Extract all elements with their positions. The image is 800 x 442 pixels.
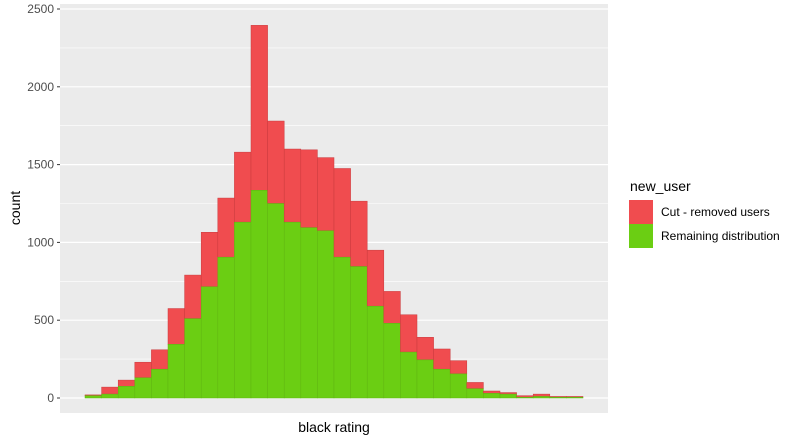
bar-cut <box>317 157 335 231</box>
legend-key-cut <box>629 200 653 224</box>
bar-cut <box>416 337 434 361</box>
bar-remaining <box>416 359 434 399</box>
y-tick-label: 1500 <box>27 158 54 172</box>
bar-remaining <box>267 203 285 399</box>
y-tick-label: 0 <box>47 391 54 405</box>
legend-label-cut: Cut - removed users <box>661 205 770 219</box>
bar-remaining <box>300 227 318 399</box>
y-axis-title: count <box>7 191 23 225</box>
bar-remaining <box>101 393 119 399</box>
bars <box>84 25 584 399</box>
bar-cut <box>483 390 501 394</box>
bar-remaining <box>134 377 152 399</box>
bar-remaining <box>532 396 551 399</box>
bar-remaining <box>151 368 169 399</box>
bar-remaining <box>516 396 534 399</box>
bar-remaining <box>400 351 418 399</box>
y-axis: 0 500 1000 1500 2000 2500 <box>27 2 60 405</box>
legend-label-remaining: Remaining distribution <box>661 229 780 243</box>
bar-cut <box>283 148 302 223</box>
bar-remaining <box>549 396 567 399</box>
bar-remaining <box>466 388 484 399</box>
bar-cut <box>117 379 136 387</box>
bar-cut <box>234 151 252 223</box>
bar-cut <box>449 360 468 375</box>
y-tick-label: 2500 <box>27 2 54 16</box>
bar-cut <box>200 232 219 287</box>
bar-remaining <box>184 318 202 399</box>
bar-cut <box>134 361 152 379</box>
legend-key-remaining <box>629 224 653 248</box>
bar-remaining <box>84 395 102 399</box>
bar-cut <box>184 274 202 319</box>
bar-cut <box>167 308 185 345</box>
bar-remaining <box>317 230 335 399</box>
bar-remaining <box>566 396 584 399</box>
bar-cut <box>217 197 235 258</box>
bar-cut <box>300 149 318 228</box>
bar-remaining <box>483 393 501 399</box>
bar-remaining <box>217 256 235 399</box>
bar-remaining <box>234 221 252 399</box>
bar-remaining <box>333 256 351 399</box>
bar-cut <box>366 249 385 307</box>
bar-cut <box>151 349 169 370</box>
y-tick-label: 1000 <box>27 235 54 249</box>
bar-cut <box>350 200 368 267</box>
bar-cut <box>267 120 285 204</box>
bar-remaining <box>499 393 517 399</box>
bar-remaining <box>250 190 268 399</box>
bar-remaining <box>167 344 185 399</box>
bar-remaining <box>200 286 219 399</box>
y-tick-label: 2000 <box>27 80 54 94</box>
legend-title: new_user <box>630 178 691 194</box>
bar-remaining <box>433 368 451 399</box>
legend: new_user Cut - removed users Remaining d… <box>629 178 780 248</box>
bar-remaining <box>383 323 401 399</box>
x-axis-title: black rating <box>298 419 370 435</box>
bar-remaining <box>350 266 368 399</box>
bar-cut <box>466 382 484 389</box>
bar-cut <box>383 291 401 324</box>
bar-cut <box>532 393 551 397</box>
bar-cut <box>333 168 351 258</box>
y-tick-label: 500 <box>34 313 54 327</box>
bar-remaining <box>366 305 385 399</box>
bar-cut <box>433 348 451 370</box>
bar-remaining <box>283 221 302 399</box>
bar-cut <box>101 386 119 395</box>
bar-remaining <box>117 386 136 399</box>
bar-cut <box>250 25 268 191</box>
bar-remaining <box>449 373 468 399</box>
bar-cut <box>400 314 418 353</box>
